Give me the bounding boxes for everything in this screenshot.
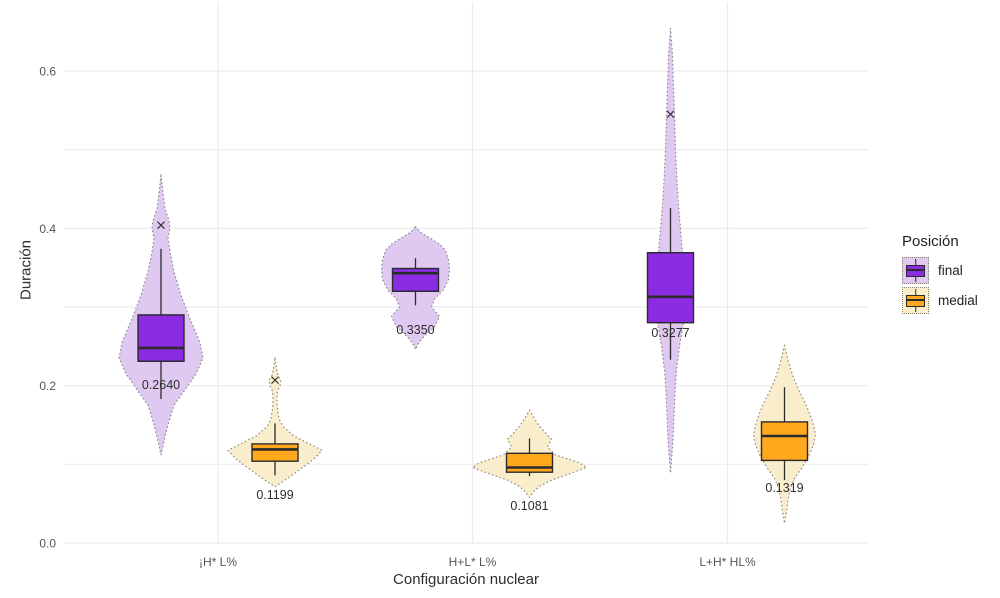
outlier-x-mark-medial-0-0 (271, 376, 279, 385)
box-medial-0 (251, 443, 299, 462)
legend-title: Posición (902, 233, 959, 250)
mean-label-final-0: 0.2640 (142, 378, 180, 392)
y-tick-label-2: 0.4 (39, 222, 56, 236)
box-final-0 (137, 314, 185, 362)
y-tick-label-3: 0.6 (39, 65, 56, 79)
outlier-x-mark-final-2-0 (666, 110, 675, 119)
x-tick-label-1: H+L* L% (449, 555, 497, 569)
y-axis-title: Duración (17, 239, 35, 301)
legend: Posición final medial (902, 233, 978, 317)
x-tick-label-2: L+H* HL% (699, 555, 756, 569)
y-tick-label-0: 0.0 (39, 537, 56, 551)
mean-label-medial-2: 0.1319 (765, 481, 803, 495)
legend-key-median-line (907, 298, 924, 301)
x-tick-label-0: ¡H* L% (199, 555, 237, 569)
outlier-x-mark-final-0-0 (157, 221, 165, 230)
legend-key-median-line (907, 268, 924, 271)
box-final-2 (646, 251, 695, 324)
mean-label-final-2: 0.3277 (651, 326, 689, 340)
mean-label-final-1: 0.3350 (396, 323, 434, 337)
mean-label-medial-0: 0.1199 (256, 488, 293, 502)
legend-label-final: final (938, 263, 963, 278)
legend-key-final (902, 257, 929, 284)
legend-item-final: final (902, 257, 978, 284)
box-medial-1 (505, 452, 554, 473)
legend-key-box (906, 265, 925, 277)
legend-item-medial: medial (902, 287, 978, 314)
legend-label-medial: medial (938, 293, 978, 308)
y-tick-label-1: 0.2 (39, 379, 56, 393)
box-medial-2 (760, 421, 809, 462)
legend-key-medial (902, 287, 929, 314)
legend-key-box (906, 295, 925, 307)
mean-label-medial-1: 0.1081 (510, 499, 548, 513)
x-axis-title: Configuración nuclear (393, 571, 539, 588)
